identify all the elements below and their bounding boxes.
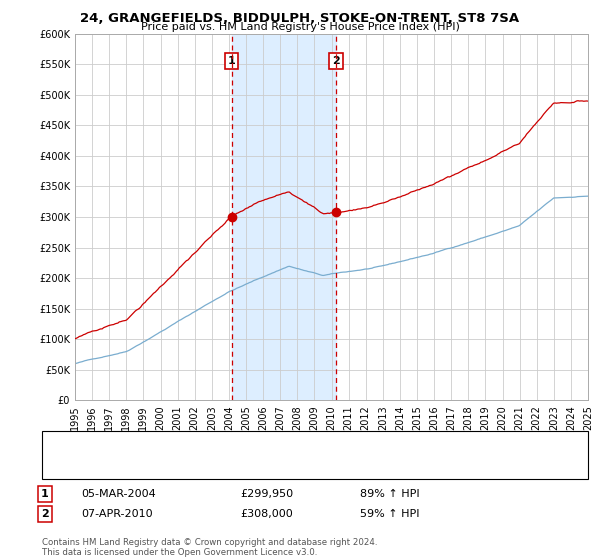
Text: 24, GRANGEFIELDS, BIDDULPH, STOKE-ON-TRENT, ST8 7SA: 24, GRANGEFIELDS, BIDDULPH, STOKE-ON-TRE… [80,12,520,25]
Text: —: — [51,437,67,452]
Text: 2: 2 [332,56,340,66]
Text: Contains HM Land Registry data © Crown copyright and database right 2024.
This d: Contains HM Land Registry data © Crown c… [42,538,377,557]
Text: 2: 2 [41,509,49,519]
Text: 89% ↑ HPI: 89% ↑ HPI [360,489,419,499]
Text: 1: 1 [41,489,49,499]
Text: HPI: Average price, detached house, Staffordshire Moorlands: HPI: Average price, detached house, Staf… [77,462,374,472]
Text: Price paid vs. HM Land Registry's House Price Index (HPI): Price paid vs. HM Land Registry's House … [140,22,460,32]
Text: 59% ↑ HPI: 59% ↑ HPI [360,509,419,519]
Text: £308,000: £308,000 [240,509,293,519]
Text: 05-MAR-2004: 05-MAR-2004 [81,489,156,499]
Text: —: — [51,459,67,474]
Text: 24, GRANGEFIELDS, BIDDULPH, STOKE-ON-TRENT, ST8 7SA (detached house): 24, GRANGEFIELDS, BIDDULPH, STOKE-ON-TRE… [77,440,455,450]
Text: £299,950: £299,950 [240,489,293,499]
Text: 1: 1 [228,56,236,66]
Text: 07-APR-2010: 07-APR-2010 [81,509,152,519]
Bar [232,34,336,400]
